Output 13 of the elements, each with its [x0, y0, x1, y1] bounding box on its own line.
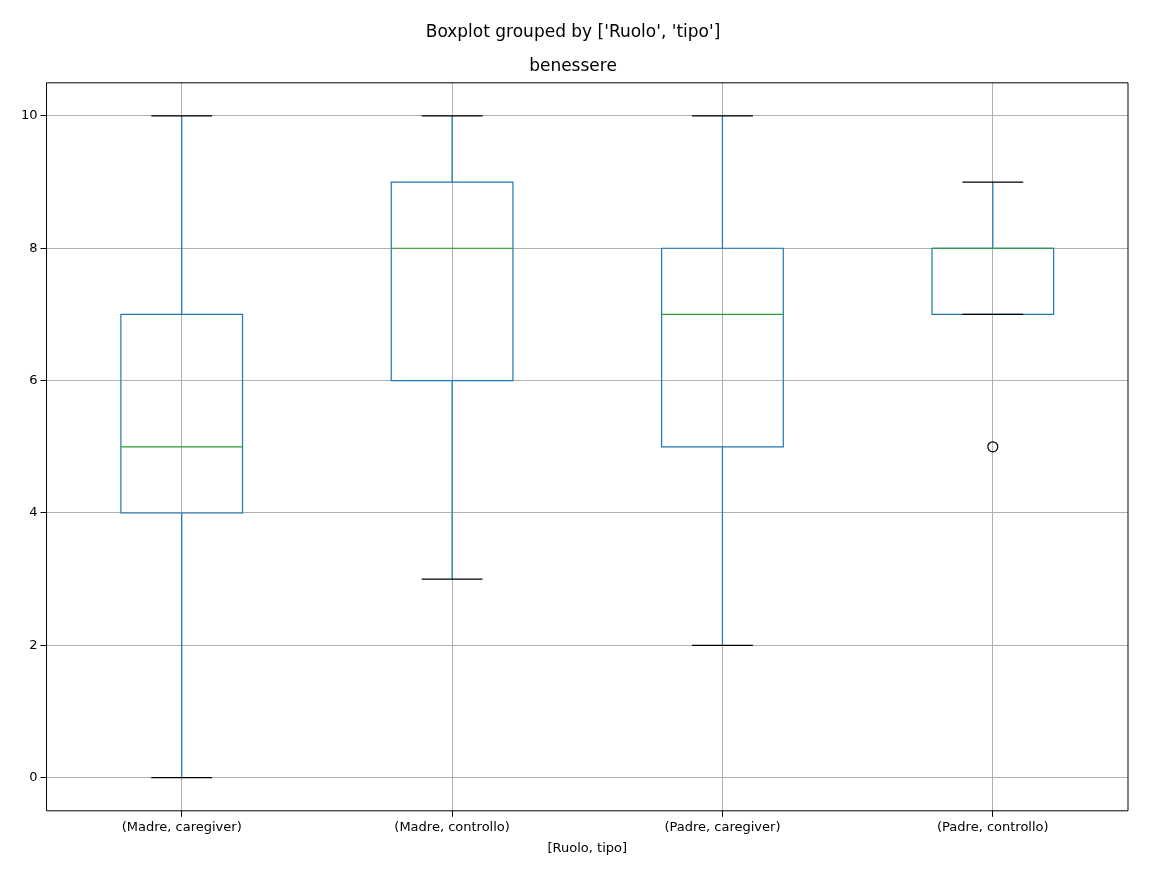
chart-subtitle: benessere: [529, 55, 617, 76]
y-tick-label: 8: [29, 239, 38, 255]
y-tick-label: 6: [29, 371, 38, 387]
y-tick-label: 2: [29, 636, 38, 652]
x-tick-label: (Padre, controllo): [937, 818, 1049, 834]
x-tick-label: (Padre, caregiver): [664, 818, 781, 834]
y-tick-label: 4: [29, 504, 38, 520]
y-tick-label: 10: [21, 107, 38, 123]
x-axis-title: [Ruolo, tipo]: [547, 839, 628, 855]
chart-title: Boxplot grouped by ['Ruolo', 'tipo']: [425, 20, 721, 41]
y-tick-label: 0: [29, 769, 38, 785]
x-tick-label: (Madre, controllo): [394, 818, 510, 834]
x-tick-label: (Madre, caregiver): [121, 818, 242, 834]
